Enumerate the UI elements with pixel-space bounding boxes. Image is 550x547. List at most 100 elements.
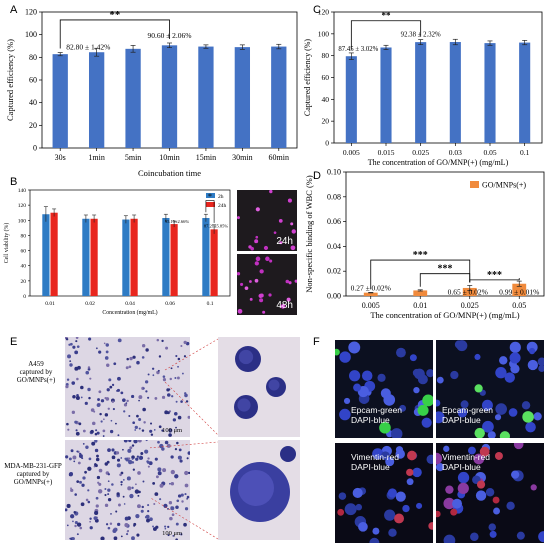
cell	[470, 532, 479, 542]
e-top-caption: A459 captured by GO/MNPs(+)	[16, 360, 56, 385]
cell	[128, 414, 131, 417]
cell	[168, 433, 172, 437]
bar	[519, 42, 531, 143]
cell	[90, 429, 94, 434]
cell	[457, 482, 469, 494]
cell	[138, 399, 140, 402]
cell	[269, 259, 273, 263]
cell	[147, 457, 150, 460]
bar-24h	[170, 224, 178, 296]
cell	[436, 376, 444, 384]
cell	[159, 498, 162, 501]
cell	[509, 352, 521, 364]
legend-label: GO/MNPs(+)	[482, 181, 526, 190]
cell	[105, 523, 109, 526]
cell	[436, 399, 441, 407]
x-tick-label: 10min	[159, 153, 179, 162]
cell	[422, 394, 433, 407]
cell	[125, 402, 128, 404]
value-annotation: 92.38 ± 2.32%	[401, 32, 441, 39]
cell	[179, 459, 183, 463]
cell	[128, 440, 132, 443]
cell	[175, 538, 178, 540]
cell	[82, 429, 86, 433]
cell	[395, 449, 405, 459]
significance-bracket	[350, 20, 422, 50]
cell	[176, 499, 180, 503]
x-tick-label: 0.025	[461, 301, 479, 310]
cell	[147, 504, 150, 507]
x-tick-label: 60min	[269, 153, 289, 162]
bar	[462, 287, 477, 296]
cell	[166, 411, 170, 415]
cell	[68, 457, 72, 461]
cell	[167, 534, 170, 537]
y-tick-label: 0.10	[327, 168, 341, 177]
x-tick-label: 5min	[125, 153, 141, 162]
cell	[151, 367, 155, 370]
cell	[67, 428, 70, 431]
y-tick-label: 0.06	[327, 217, 341, 226]
x-tick-label: 0.05	[483, 148, 496, 157]
cell	[136, 414, 139, 418]
cell	[164, 440, 169, 445]
e-scale-bottom: 100 μm	[162, 530, 182, 537]
cell	[388, 528, 397, 537]
x-tick-label: 0.025	[412, 148, 429, 157]
x-axis-label: The concentration of GO/MNP(+) (mg/mL)	[368, 158, 509, 167]
cell	[154, 457, 158, 461]
cell	[82, 443, 85, 445]
cell	[171, 513, 175, 517]
y-tick-label: 40	[21, 264, 27, 270]
cell	[186, 457, 189, 460]
cell	[152, 527, 157, 531]
cell	[106, 460, 110, 464]
cell	[75, 340, 78, 343]
y-tick-label: 40	[29, 98, 37, 107]
cell	[254, 278, 259, 283]
f-label-tr: Epcam-green DAPI-blue	[442, 405, 494, 425]
cell	[161, 429, 164, 432]
cell	[180, 533, 183, 536]
cell	[99, 412, 102, 416]
cell	[338, 492, 347, 500]
cell	[72, 455, 77, 460]
cell	[76, 522, 82, 527]
cell	[136, 533, 140, 537]
cell	[436, 452, 443, 465]
cell	[93, 516, 98, 521]
bar	[380, 47, 392, 143]
cell	[280, 303, 286, 309]
cell	[87, 366, 91, 369]
bar-24h	[210, 229, 218, 296]
cell	[409, 354, 417, 362]
cell	[170, 481, 175, 486]
cell	[131, 455, 135, 459]
cell	[176, 441, 179, 445]
cell	[177, 357, 181, 361]
significance-bracket	[419, 273, 471, 287]
cell	[104, 493, 107, 497]
cell	[89, 377, 92, 380]
cell	[94, 463, 97, 467]
cell	[493, 507, 501, 515]
cell	[74, 350, 79, 355]
bar-2h	[122, 219, 130, 296]
cell	[113, 536, 118, 540]
cell	[155, 475, 159, 479]
cell	[116, 463, 121, 468]
cell	[186, 498, 188, 500]
cell	[417, 404, 429, 416]
cell	[168, 429, 172, 433]
cell	[145, 348, 149, 352]
f-image-br: Vimentin-red DAPI-blue	[436, 443, 544, 543]
cell	[118, 503, 121, 507]
cell	[76, 377, 79, 381]
x-tick-label: 0.1	[207, 301, 214, 307]
cell	[175, 426, 177, 429]
cell	[100, 399, 105, 403]
cell	[122, 448, 124, 451]
cell	[135, 514, 140, 519]
panel-label-a: A	[10, 4, 18, 16]
cell	[131, 536, 135, 540]
